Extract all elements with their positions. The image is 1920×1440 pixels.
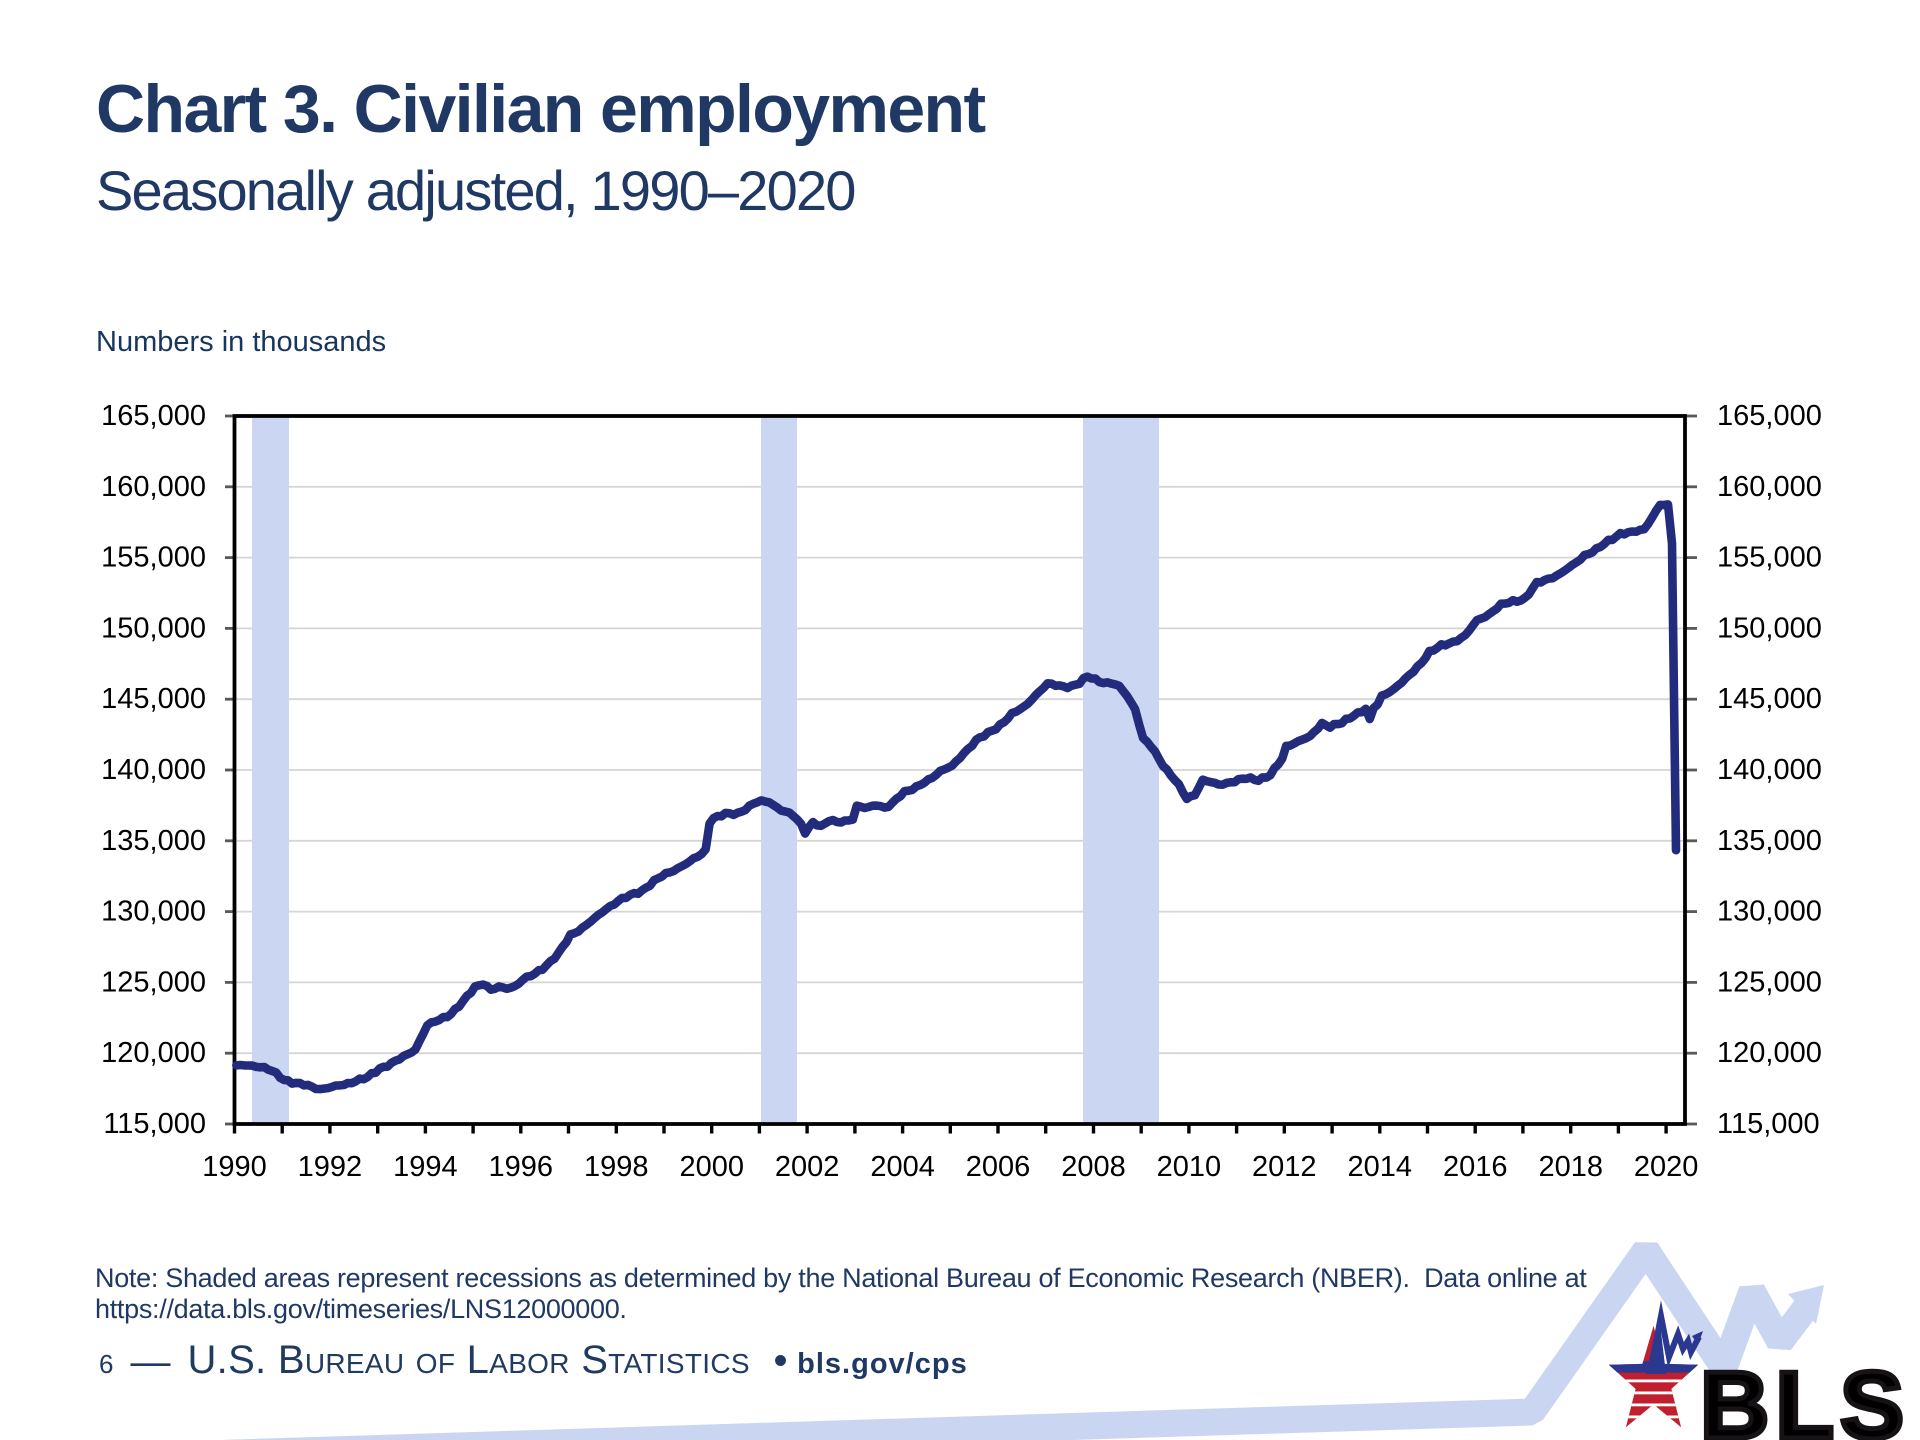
svg-text:125,000: 125,000 — [101, 966, 206, 998]
svg-text:135,000: 135,000 — [1717, 825, 1822, 857]
svg-text:140,000: 140,000 — [101, 754, 206, 786]
svg-text:165,000: 165,000 — [1717, 400, 1822, 432]
svg-text:2014: 2014 — [1348, 1151, 1413, 1183]
svg-text:2012: 2012 — [1252, 1151, 1317, 1183]
svg-text:160,000: 160,000 — [1717, 471, 1822, 503]
svg-text:135,000: 135,000 — [101, 825, 206, 857]
svg-text:2020: 2020 — [1634, 1151, 1699, 1183]
svg-text:2016: 2016 — [1443, 1151, 1508, 1183]
svg-text:2010: 2010 — [1157, 1151, 1222, 1183]
svg-text:155,000: 155,000 — [1717, 542, 1822, 574]
svg-text:150,000: 150,000 — [101, 612, 206, 644]
svg-text:2004: 2004 — [870, 1151, 935, 1183]
svg-text:125,000: 125,000 — [1717, 966, 1822, 998]
svg-text:155,000: 155,000 — [101, 542, 206, 574]
svg-text:BLS: BLS — [1700, 1352, 1910, 1440]
svg-text:1990: 1990 — [202, 1151, 267, 1183]
svg-text:1998: 1998 — [584, 1151, 649, 1183]
svg-text:140,000: 140,000 — [1717, 754, 1822, 786]
svg-text:2008: 2008 — [1061, 1151, 1126, 1183]
svg-text:115,000: 115,000 — [103, 1108, 206, 1140]
svg-text:130,000: 130,000 — [1717, 896, 1822, 928]
svg-text:2002: 2002 — [775, 1151, 840, 1183]
svg-text:2018: 2018 — [1538, 1151, 1603, 1183]
svg-text:145,000: 145,000 — [101, 683, 206, 715]
svg-text:120,000: 120,000 — [1717, 1037, 1822, 1069]
svg-text:1996: 1996 — [489, 1151, 554, 1183]
svg-text:150,000: 150,000 — [1717, 612, 1822, 644]
svg-text:1994: 1994 — [393, 1151, 458, 1183]
svg-text:2000: 2000 — [679, 1151, 744, 1183]
svg-text:165,000: 165,000 — [101, 400, 206, 432]
svg-text:1992: 1992 — [298, 1151, 363, 1183]
svg-text:145,000: 145,000 — [1717, 683, 1822, 715]
svg-text:115,000: 115,000 — [1717, 1108, 1820, 1140]
svg-text:160,000: 160,000 — [101, 471, 206, 503]
svg-text:120,000: 120,000 — [101, 1037, 206, 1069]
svg-text:2006: 2006 — [966, 1151, 1031, 1183]
svg-text:130,000: 130,000 — [101, 896, 206, 928]
